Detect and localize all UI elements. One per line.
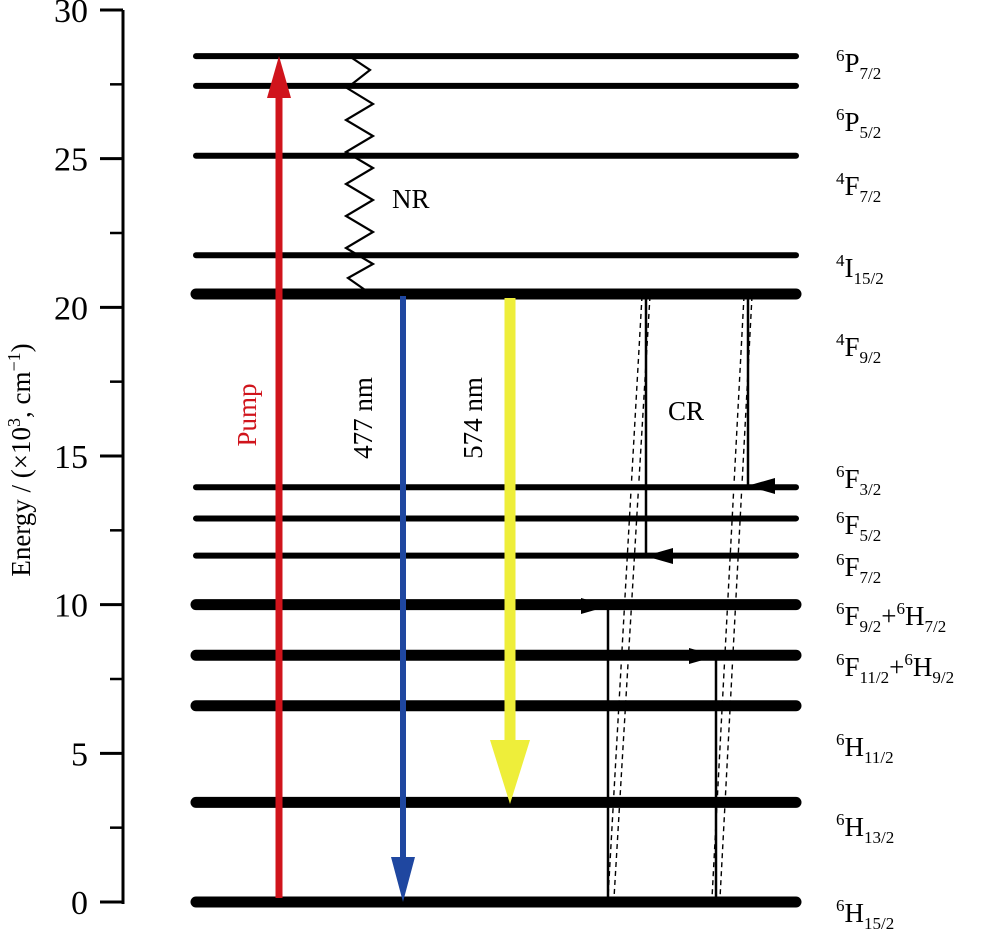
y-axis-ticks: 0 5 10 15 20 25 30 [54,0,123,922]
y-axis: 0 5 10 15 20 25 30 Energy / (×103, cm−1) [4,0,125,922]
y-axis-tick-label: 5 [71,736,88,773]
emission-574-transition: 574 nm [458,298,530,804]
cross-relaxation: CR [581,295,775,899]
energy-level-label: 6F11/2+6H9/2 [836,650,954,687]
y-axis-tick-label: 0 [71,885,88,922]
emission-477-label: 477 nm [348,377,378,459]
nr-transition: NR [343,57,430,293]
emission-574-label: 574 nm [458,377,488,459]
cr-dashed-line-1 [607,295,643,899]
cr-dashed-line-2 [613,295,651,899]
energy-level-label: 6P7/2 [836,46,881,83]
y-axis-tick-label: 15 [54,439,88,476]
energy-level-label: 6F3/2 [836,462,881,499]
pump-transition: Pump [232,56,291,898]
cr-dashed-line-4 [719,295,753,899]
energy-level-label: 6H13/2 [836,810,894,847]
nr-label: NR [392,184,430,214]
y-axis-tick-label: 20 [54,290,88,327]
energy-level-label: 6F7/2 [836,550,881,587]
y-axis-tick-label: 10 [54,588,88,625]
energy-level-label: 6P5/2 [836,105,881,142]
emission-574-arrowhead [490,740,530,804]
y-axis-title: Energy / (×103, cm−1) [4,343,36,576]
energy-level-label: 6F5/2 [836,508,881,545]
energy-level-labels: 6H15/2 6H13/2 6H11/2 6F11/2+6H9/2 6F9/2+6H7/… [836,46,954,929]
energy-level-label: 4F9/2 [836,330,881,367]
y-axis-tick-label: 30 [54,0,88,30]
cr-dashed-line-3 [711,295,745,899]
pump-label: Pump [232,383,262,446]
energy-levels [190,53,802,908]
energy-level-label: 4F7/2 [836,169,881,206]
cr-label: CR [668,396,704,426]
emission-477-arrowhead [391,857,415,902]
energy-level-label: 6H11/2 [836,730,894,767]
energy-level-label: 6H15/2 [836,896,894,929]
pump-arrowhead [267,56,291,98]
energy-level-label: 6F9/2+6H7/2 [836,599,946,636]
nr-zigzag [343,57,376,293]
emission-477-transition: 477 nm [348,296,415,902]
energy-level-label: 4I15/2 [836,251,884,288]
y-axis-tick-label: 25 [54,142,88,179]
